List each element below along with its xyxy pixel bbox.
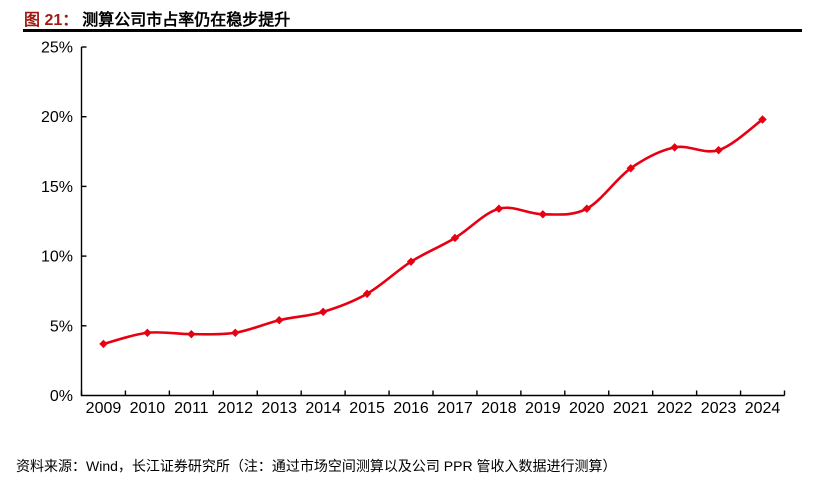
x-tick-label: 2012	[217, 400, 253, 417]
data-point-marker	[318, 307, 328, 317]
x-tick-label: 2019	[525, 400, 561, 417]
data-point-marker	[582, 204, 591, 213]
x-tick-label: 2011	[174, 400, 209, 417]
y-tick-label: 10%	[41, 249, 73, 266]
data-point-marker	[758, 115, 767, 124]
data-point-marker	[275, 316, 284, 325]
y-tick-label: 25%	[41, 40, 73, 57]
x-tick-label: 2013	[261, 400, 297, 417]
x-tick-label: 2015	[349, 400, 385, 417]
source-note: 资料来源：Wind，长江证券研究所（注：通过市场空间测算以及公司 PPR 管收入…	[16, 458, 617, 474]
data-point-marker	[406, 257, 416, 266]
y-tick-label: 5%	[50, 318, 73, 335]
data-point-marker	[143, 328, 152, 337]
data-point-marker	[626, 164, 635, 173]
title-divider-rule	[23, 29, 802, 32]
x-tick-label: 2017	[437, 400, 473, 417]
data-point-marker	[362, 289, 372, 298]
data-point-marker	[494, 204, 504, 213]
figure-number-label: 图 21：	[24, 12, 79, 29]
y-tick-label: 15%	[41, 179, 73, 196]
x-tick-label: 2010	[130, 400, 166, 417]
x-tick-label: 2016	[393, 400, 429, 417]
x-tick-label: 2021	[613, 400, 649, 417]
x-tick-label: 2024	[745, 400, 781, 417]
x-tick-label: 2023	[701, 400, 737, 417]
figure-title-row: 图 21： 测算公司市占率仍在稳步提升	[24, 6, 290, 30]
y-tick-label: 0%	[50, 388, 73, 405]
x-tick-label: 2020	[569, 400, 605, 417]
x-tick-label: 2009	[86, 400, 122, 417]
x-tick-label: 2018	[481, 400, 517, 417]
x-tick-label: 2014	[305, 400, 341, 417]
data-point-marker	[231, 328, 240, 337]
data-point-marker	[187, 329, 196, 339]
x-tick-label: 2022	[657, 400, 693, 417]
data-point-marker	[538, 210, 548, 219]
y-tick-label: 20%	[41, 109, 73, 126]
data-point-marker	[99, 339, 108, 349]
data-point-marker	[450, 233, 460, 243]
market-share-series	[99, 115, 767, 349]
figure-title-text: 测算公司市占率仍在稳步提升	[82, 12, 291, 29]
chart-axes: 0% 5% 10% 15% 20% 25% 2009 2010 2011 2012 2013 2014…	[41, 40, 786, 417]
data-point-marker	[670, 143, 679, 152]
data-point-marker	[714, 145, 723, 155]
